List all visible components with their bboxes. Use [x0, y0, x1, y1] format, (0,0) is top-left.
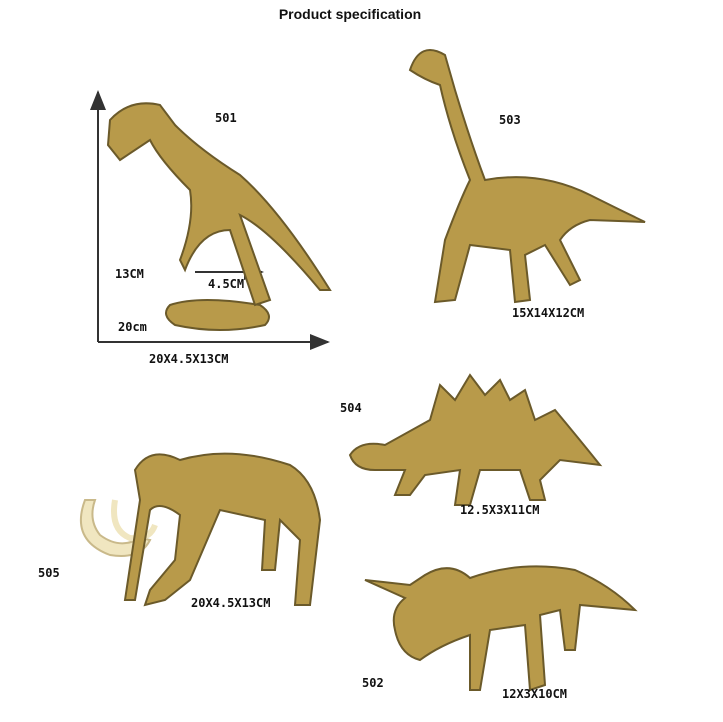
- size-504-label: 12.5X3X11CM: [460, 503, 540, 517]
- size-503-label: 15X14X12CM: [512, 306, 585, 320]
- brachiosaurus-skeleton: [408, 49, 646, 304]
- length-label: 20cm: [118, 320, 147, 334]
- model-504-label: 504: [340, 401, 362, 415]
- page-title: Product specification: [278, 6, 422, 22]
- model-501-label: 501: [215, 111, 237, 125]
- size-505-label: 20X4.5X13CM: [191, 596, 271, 610]
- trex-skeleton: [106, 102, 332, 331]
- size-501-label: 20X4.5X13CM: [149, 352, 229, 366]
- height-label: 13CM: [115, 267, 144, 281]
- model-503-label: 503: [499, 113, 521, 127]
- depth-label: 4.5CM: [208, 277, 245, 291]
- model-505-label: 505: [38, 566, 60, 580]
- model-502-label: 502: [362, 676, 384, 690]
- mammoth-skeleton: [80, 452, 322, 607]
- stegosaurus-skeleton: [348, 373, 603, 506]
- size-502-label: 12X3X10CM: [502, 687, 568, 701]
- triceratops-skeleton: [364, 565, 638, 692]
